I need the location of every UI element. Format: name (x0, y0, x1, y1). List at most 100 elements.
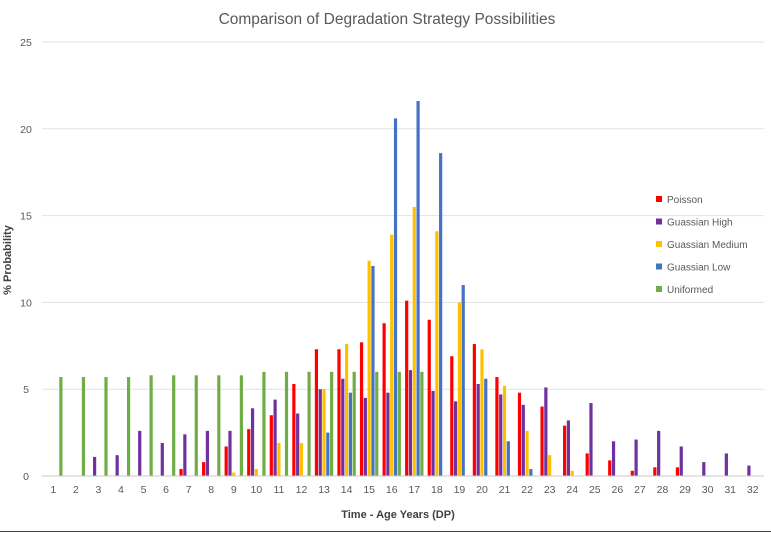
bar-poisson (337, 349, 341, 476)
x-tick-label: 25 (589, 484, 601, 496)
bar-guassian-medium (367, 260, 371, 476)
bar-guassian-medium (525, 430, 529, 476)
bar-poisson (359, 342, 364, 476)
bar-poisson (630, 470, 634, 476)
bar-guassian-medium (412, 206, 416, 477)
bar-guassian-high (702, 462, 706, 476)
bottom-divider (0, 531, 771, 532)
bar-guassian-low (393, 118, 398, 476)
bar-guassian-low (371, 265, 375, 476)
bar-poisson (179, 469, 183, 476)
bar-poisson (269, 415, 273, 476)
x-tick-label: 30 (702, 484, 714, 496)
legend-label: Guassian Medium (667, 240, 748, 251)
gridlines (42, 41, 764, 390)
bar-guassian-high (679, 446, 683, 476)
x-tick-label: 31 (724, 484, 736, 496)
bar-guassian-high (250, 408, 255, 476)
bar-uniformed (375, 371, 379, 476)
bar-guassian-medium (299, 443, 304, 476)
bar-guassian-low (461, 285, 465, 476)
bar-uniformed (262, 371, 266, 476)
bar-guassian-medium (277, 443, 281, 476)
bar-uniformed (81, 377, 86, 476)
x-tick-label: 20 (476, 484, 488, 496)
bar-poisson (224, 446, 228, 476)
x-tick-label: 11 (273, 484, 284, 496)
y-tick-label: 15 (20, 211, 32, 223)
bar-uniformed (126, 377, 131, 476)
legend-label: Guassian High (667, 218, 733, 229)
bar-poisson (495, 377, 499, 476)
legend-label: Guassian Low (667, 263, 731, 274)
x-tick-label: 7 (186, 484, 192, 496)
x-tick-label: 15 (363, 484, 375, 496)
x-tick-label: 2 (73, 484, 79, 496)
x-tick-label: 8 (208, 484, 214, 496)
bar-uniformed (104, 377, 108, 476)
bar-uniformed (149, 375, 153, 476)
bar-guassian-low (439, 153, 443, 476)
bar-guassian-high (747, 465, 751, 476)
x-tick-label: 23 (544, 484, 556, 496)
bar-uniformed (330, 371, 334, 476)
y-tick-label: 25 (20, 37, 32, 49)
x-tick-label: 18 (431, 484, 443, 496)
x-tick-label: 5 (141, 484, 147, 496)
bar-guassian-low (484, 378, 488, 476)
x-tick-label: 12 (296, 484, 308, 496)
bar-guassian-medium (344, 344, 349, 476)
bar-guassian-high (273, 399, 277, 476)
legend-label: Poisson (667, 195, 703, 206)
bar-guassian-high (724, 453, 728, 476)
bar-guassian-medium (390, 234, 394, 476)
bars (59, 101, 751, 477)
bar-poisson (427, 319, 431, 476)
bar-guassian-high (228, 430, 232, 476)
legend-swatch (656, 241, 662, 247)
y-tick-label: 10 (20, 297, 32, 309)
x-tick-label: 1 (50, 484, 56, 496)
bar-poisson (540, 406, 544, 476)
bar-uniformed (217, 375, 221, 476)
legend-swatch (656, 286, 662, 292)
bar-guassian-high (93, 456, 97, 476)
x-tick-label: 32 (747, 484, 759, 496)
x-tick-label: 6 (163, 484, 169, 496)
bar-poisson (292, 383, 296, 476)
bar-poisson (314, 349, 319, 476)
x-tick-label: 29 (679, 484, 691, 496)
bar-guassian-high (521, 404, 525, 476)
x-tick-label: 27 (634, 484, 646, 496)
bar-guassian-high (318, 389, 322, 476)
bar-guassian-high (454, 401, 458, 476)
x-tick-label: 17 (408, 484, 420, 496)
bar-uniformed (284, 371, 289, 476)
bar-guassian-medium (570, 470, 574, 476)
bar-uniformed (352, 371, 356, 476)
bar-guassian-medium (232, 472, 236, 476)
bar-poisson (608, 460, 612, 476)
bar-poisson (247, 429, 251, 476)
bar-uniformed (239, 375, 243, 476)
bar-poisson (585, 453, 589, 476)
bar-guassian-medium (548, 455, 552, 476)
legend-swatch (656, 196, 662, 202)
x-tick-label: 3 (95, 484, 101, 496)
y-axis-title: % Probability (2, 224, 14, 295)
bar-guassian-high (611, 441, 616, 476)
legend-label: Uniformed (667, 285, 713, 296)
bar-guassian-high (634, 439, 638, 476)
x-tick-label: 14 (341, 484, 353, 496)
bar-uniformed (59, 377, 63, 476)
x-tick-label: 26 (612, 484, 624, 496)
legend-swatch (656, 263, 662, 270)
bar-guassian-high (476, 383, 480, 476)
bar-guassian-high (386, 392, 390, 476)
bar-poisson (450, 356, 454, 476)
bar-guassian-high (160, 443, 164, 476)
x-tick-label: 22 (521, 484, 533, 496)
